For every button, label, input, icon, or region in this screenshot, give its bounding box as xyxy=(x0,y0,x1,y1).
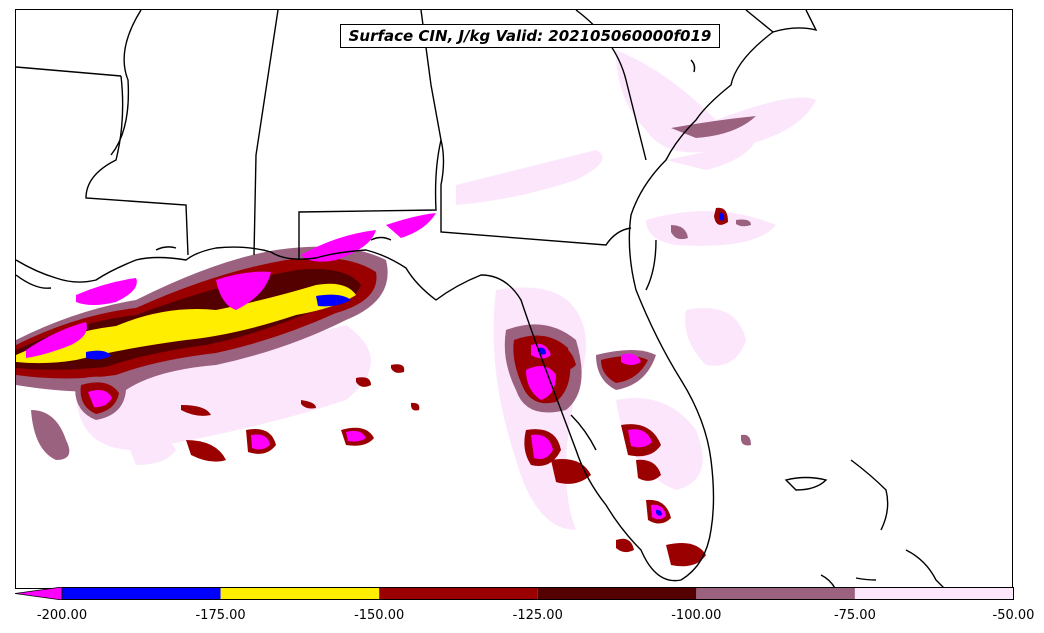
colorbar-tick-label: -100.00 xyxy=(671,608,722,623)
colorbar-bin xyxy=(537,587,697,600)
colorbar-tick-label: -150.00 xyxy=(354,608,405,623)
colorbar-bin xyxy=(696,587,855,600)
colorbar-tick-label: -125.00 xyxy=(512,608,563,623)
cin-band-gulf xyxy=(16,213,436,392)
coastlines-and-borders xyxy=(16,10,945,588)
colorbar-under-extension xyxy=(15,587,63,600)
cin-map xyxy=(16,10,945,588)
colorbar-bin xyxy=(220,587,380,600)
cin-cells-florida xyxy=(504,324,706,567)
colorbar-tick-label: -200.00 xyxy=(36,608,88,623)
colorbar-bin xyxy=(854,587,1014,600)
map-panel: Surface CIN, J/kg Valid: 202105060000f01… xyxy=(15,9,1013,589)
colorbar xyxy=(15,587,1014,600)
cin-cells xyxy=(31,116,756,462)
map-title: Surface CIN, J/kg Valid: 202105060000f01… xyxy=(340,24,720,48)
colorbar-tick-label: -50.00 xyxy=(992,608,1035,623)
colorbar-bins xyxy=(62,587,1014,600)
colorbar-tick-label: -75.00 xyxy=(833,608,876,623)
colorbar-bin xyxy=(62,587,221,600)
colorbar-tick-label: -175.00 xyxy=(195,608,246,623)
colorbar-bin xyxy=(379,587,538,600)
